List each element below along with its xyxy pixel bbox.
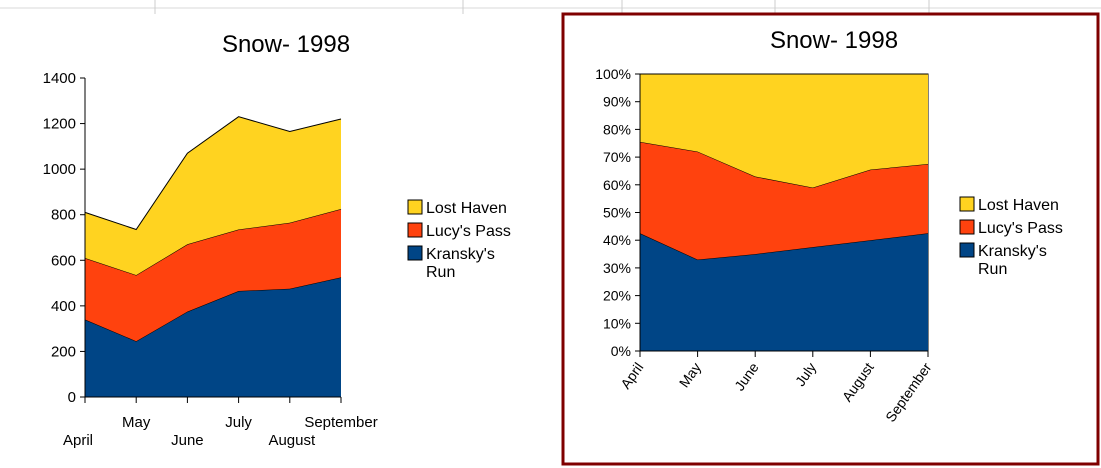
y-tick-label: 20% (603, 288, 631, 304)
x-tick-label: September (882, 359, 935, 425)
y-tick-label: 1400 (43, 70, 76, 87)
legend-label: Lucy's Pass (426, 223, 511, 240)
y-tick-label: 1200 (43, 116, 76, 133)
y-tick-label: 60% (603, 177, 631, 193)
x-tick-label: April (617, 360, 646, 392)
y-tick-label: 100% (595, 66, 631, 82)
area-series-lost-haven[interactable] (640, 74, 928, 188)
y-tick-label: 30% (603, 260, 631, 276)
plot-areas (639, 73, 929, 352)
x-tick-label: July (225, 414, 252, 431)
area-series-kransky-s-run[interactable] (640, 233, 928, 351)
percent-stacked-area-chart[interactable]: Snow- 1998 0% 10% 20% 30% 40% 50% 60% 70% 80% 90%… (595, 27, 1063, 425)
x-tick-label: April (63, 432, 93, 449)
x-tick-label: July (792, 360, 819, 390)
y-tick-label: 0% (611, 343, 631, 359)
chart-selection-border[interactable] (561, 12, 1100, 466)
legend-swatch (407, 199, 423, 215)
plot-areas (84, 116, 342, 397)
legend: Lost Haven Lucy's Pass Kransky's Run (407, 199, 511, 281)
y-tick-label: 600 (51, 252, 76, 269)
y-tick-label: 200 (51, 343, 76, 360)
legend-swatch (959, 242, 975, 258)
y-tick-label: 0 (68, 389, 76, 406)
area-series-kransky-s-run[interactable] (85, 277, 341, 397)
x-tick-label: May (676, 360, 704, 391)
legend-label: Lucy's Pass (978, 220, 1063, 237)
chart-title: Snow- 1998 (770, 27, 898, 54)
y-axis: 0 200 400 600 800 1000 1200 1400 (43, 70, 86, 406)
y-tick-label: 400 (51, 298, 76, 315)
x-tick-label: June (171, 432, 204, 449)
y-tick-label: 40% (603, 232, 631, 248)
y-tick-label: 80% (603, 121, 631, 137)
y-tick-label: 800 (51, 207, 76, 224)
y-tick-label: 50% (603, 205, 631, 221)
legend-label: Kransky's Run (426, 246, 495, 281)
y-axis: 0% 10% 20% 30% 40% 50% 60% 70% 80% 90% 100% (595, 66, 641, 359)
area-series-lucy-s-pass[interactable] (85, 209, 341, 342)
legend-label: Kransky's Run (978, 243, 1047, 278)
area-series-edge (84, 116, 342, 231)
legend-swatch (407, 222, 423, 238)
y-tick-label: 1000 (43, 161, 76, 178)
legend-swatch (959, 219, 975, 235)
legend-swatch (959, 196, 975, 212)
x-tick-label: May (122, 414, 151, 431)
y-tick-label: 10% (603, 315, 631, 331)
chart-title: Snow- 1998 (222, 31, 350, 58)
legend: Lost Haven Lucy's Pass Kransky's Run (959, 196, 1063, 278)
x-tick-label: June (731, 359, 762, 393)
y-tick-label: 90% (603, 94, 631, 110)
y-tick-label: 70% (603, 149, 631, 165)
x-tick-label: September (304, 414, 377, 431)
area-series-lost-haven[interactable] (85, 116, 341, 276)
stacked-area-chart[interactable]: Snow- 1998 0 200 400 600 800 1000 1200 1400 Apr… (43, 31, 511, 449)
x-tick-label: August (839, 359, 877, 404)
x-tick-label: August (268, 432, 316, 449)
legend-label: Lost Haven (978, 197, 1059, 214)
legend-label: Lost Haven (426, 200, 507, 217)
area-series-lucy-s-pass[interactable] (640, 141, 928, 260)
legend-swatch (407, 245, 423, 261)
